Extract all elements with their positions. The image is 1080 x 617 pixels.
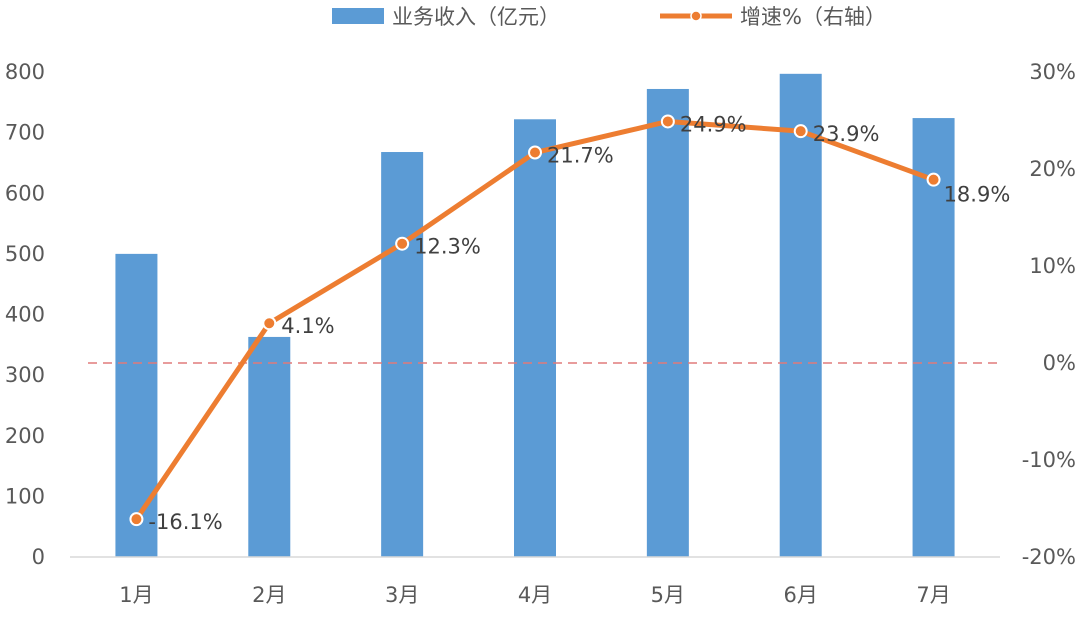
growth-marker-7 [926,172,941,187]
category-label-5: 5月 [651,583,685,607]
left-tick-label-6: 600 [5,181,45,205]
left-tick-label-3: 300 [5,363,45,387]
left-tick-label-5: 500 [5,242,45,266]
line-series [129,114,941,527]
category-label-2: 2月 [252,583,286,607]
category-label-3: 3月 [385,583,419,607]
bar-4 [514,119,556,557]
bar-2 [248,336,291,557]
bar-1 [115,253,158,557]
left-tick-label-0: 0 [32,545,45,569]
bar-6 [779,73,822,557]
legend: 业务收入（亿元） 增速%（右轴） [332,5,886,29]
growth-data-label-6: 23.9% [813,122,880,146]
right-tick-label-5: 30% [1029,60,1076,84]
category-label-7: 7月 [916,583,950,607]
growth-marker-1 [129,512,144,527]
legend-label-growth: 增速%（右轴） [740,5,886,29]
growth-marker-5 [660,114,675,129]
right-tick-label-2: 0% [1043,351,1076,375]
x-axis-ticks: 1月 2月 3月 4月 5月 6月 7月 [119,583,951,607]
right-tick-label-3: 10% [1029,254,1076,278]
growth-data-label-4: 21.7% [547,144,614,168]
growth-data-label-2: 4.1% [281,314,334,338]
growth-data-label-1: -16.1% [148,510,222,534]
left-tick-label-8: 800 [5,60,45,84]
legend-swatch-revenue [332,8,384,24]
bar-series [115,73,955,557]
legend-swatch-growth-marker [690,10,702,22]
left-tick-label-7: 700 [5,121,45,145]
right-tick-label-1: -10% [1022,448,1076,472]
growth-data-label-7: 18.9% [944,183,1011,207]
growth-marker-2 [262,316,277,331]
right-tick-label-0: -20% [1022,545,1076,569]
legend-label-revenue: 业务收入（亿元） [392,5,560,29]
growth-marker-6 [793,124,808,139]
left-axis-ticks: 0 100 200 300 400 500 600 700 800 [5,60,45,569]
bar-7 [912,118,955,557]
bar-5 [646,88,689,557]
growth-marker-4 [528,145,542,160]
left-tick-label-1: 100 [5,484,45,508]
category-label-1: 1月 [119,583,153,607]
right-axis-ticks: -20% -10% 0% 10% 20% 30% [1022,60,1076,569]
category-label-4: 4月 [518,583,552,607]
left-tick-label-4: 400 [5,303,45,327]
bar-3 [381,152,424,557]
category-label-6: 6月 [784,583,818,607]
growth-data-label-5: 24.9% [680,112,747,136]
growth-data-label-3: 12.3% [414,235,481,259]
right-tick-label-4: 20% [1029,157,1076,181]
data-labels: -16.1% 4.1% 12.3% 21.7% 24.9% 23.9% 18.9% [148,112,1010,534]
left-tick-label-2: 200 [5,424,45,448]
growth-marker-3 [395,236,410,251]
